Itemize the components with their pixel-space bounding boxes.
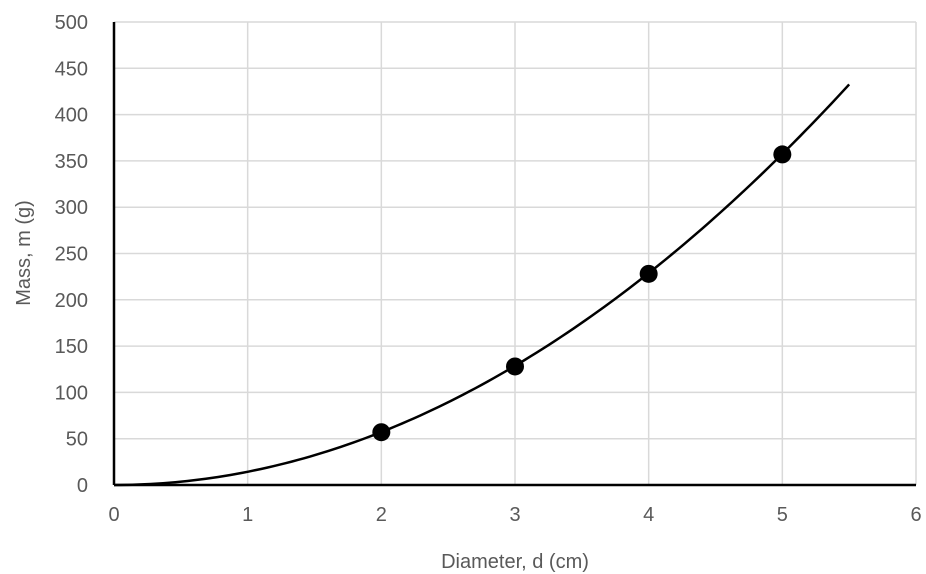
y-axis-title: Mass, m (g) (13, 200, 35, 306)
fit-curve (113, 83, 851, 487)
x-tick-label: 4 (643, 504, 654, 526)
y-tick-label: 350 (55, 151, 88, 173)
y-tick-label: 50 (66, 429, 88, 451)
x-axis-title: Diameter, d (cm) (441, 551, 589, 573)
x-tick-label: 3 (509, 504, 520, 526)
x-tick-label: 5 (777, 504, 788, 526)
y-tick-label: 100 (55, 382, 88, 404)
y-tick-label: 250 (55, 244, 88, 266)
data-point (372, 423, 391, 442)
data-points-layer (372, 145, 792, 442)
fit-curve-layer (113, 83, 851, 487)
y-tick-labels: 0 50 100 150 200 250 300 350 400 450 500 (55, 12, 88, 497)
data-point (773, 145, 792, 164)
x-tick-labels: 0 1 2 3 4 5 6 (108, 504, 921, 526)
y-tick-label: 150 (55, 336, 88, 358)
y-tick-label: 200 (55, 290, 88, 312)
y-tick-label: 300 (55, 197, 88, 219)
x-tick-label: 6 (910, 504, 921, 526)
y-tick-label: 400 (55, 105, 88, 127)
x-tick-label: 2 (376, 504, 387, 526)
x-tick-label: 1 (242, 504, 253, 526)
y-tick-label: 500 (55, 12, 88, 34)
y-tick-label: 450 (55, 58, 88, 80)
data-point (639, 264, 658, 283)
data-point (506, 357, 524, 376)
y-tick-label: 0 (77, 475, 88, 497)
x-tick-label: 0 (108, 504, 119, 526)
axes (112, 22, 916, 487)
